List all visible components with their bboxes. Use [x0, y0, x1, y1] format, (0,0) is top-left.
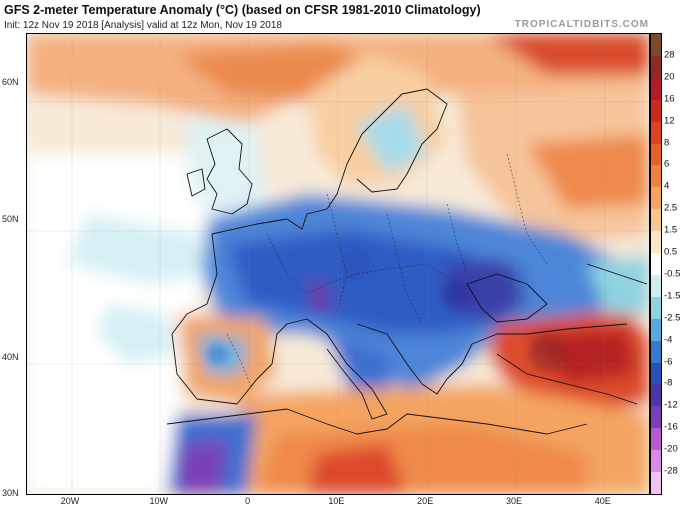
lon-label-10e: 10E	[328, 496, 345, 506]
lat-label-40n: 40N	[2, 351, 19, 362]
colorbar-segment	[651, 318, 661, 342]
colorbar-label: 4	[664, 180, 670, 192]
colorbar-label: -28	[664, 465, 678, 477]
colorbar-segment	[651, 274, 661, 298]
colorbar-label: -20	[664, 443, 678, 455]
colorbar-segment	[651, 384, 661, 407]
colorbar	[650, 33, 662, 495]
colorbar-label: -12	[664, 399, 678, 411]
brand-watermark: TROPICALTIDBITS.COM	[514, 19, 649, 30]
colorbar-label: 2.5	[664, 202, 678, 214]
colorbar-segment	[651, 77, 661, 101]
colorbar-segment	[651, 165, 661, 188]
lat-label-50n: 50N	[2, 214, 19, 224]
colorbar-label: 0.5	[664, 246, 678, 258]
colorbar-label: -1.5	[664, 290, 681, 302]
colorbar-segment	[651, 428, 661, 451]
anomaly-map-graphic	[27, 34, 649, 494]
colorbar-segment	[651, 340, 661, 364]
colorbar-label: 16	[664, 93, 675, 105]
colorbar-segment	[651, 34, 661, 57]
colorbar-segment	[651, 231, 661, 254]
colorbar-segment	[651, 406, 661, 429]
colorbar-segment	[651, 143, 661, 166]
colorbar-label: 8	[664, 137, 670, 149]
map-subtitle: Init: 12z Nov 19 2018 [Analysis] valid a…	[4, 20, 282, 31]
lat-label-60n: 60N	[2, 76, 19, 87]
lat-label-30n: 30N	[2, 488, 19, 498]
colorbar-segment	[651, 187, 661, 210]
colorbar-label: 28	[664, 49, 675, 61]
colorbar-label: -4	[664, 334, 673, 346]
anomaly-map	[26, 33, 650, 495]
lon-label-10w: 10W	[149, 496, 169, 506]
colorbar-segment	[651, 362, 661, 385]
colorbar-segment	[651, 296, 661, 320]
lon-label-20e: 20E	[417, 496, 434, 506]
colorbar-segment	[651, 55, 661, 79]
lon-label-30e: 30E	[505, 496, 523, 506]
colorbar-segment	[651, 99, 661, 123]
colorbar-label: -8	[664, 377, 673, 389]
colorbar-segment	[651, 472, 661, 495]
colorbar-label: -0.5	[664, 268, 681, 280]
lon-label-0: 0	[245, 496, 251, 506]
colorbar-segment	[651, 121, 661, 144]
colorbar-segment	[651, 209, 661, 232]
colorbar-label: -6	[664, 356, 673, 368]
colorbar-label: -16	[664, 421, 678, 433]
colorbar-segment	[651, 450, 661, 473]
colorbar-label: 20	[664, 71, 675, 83]
colorbar-label: 6	[664, 158, 670, 170]
colorbar-label: -2.5	[664, 312, 681, 324]
lon-label-20w: 20W	[60, 496, 80, 506]
lon-label-40e: 40E	[594, 496, 611, 506]
colorbar-label: 1.5	[664, 224, 678, 236]
map-title: GFS 2-meter Temperature Anomaly (°C) (ba…	[4, 3, 481, 17]
colorbar-label: 12	[664, 115, 675, 127]
colorbar-segment	[651, 253, 661, 276]
